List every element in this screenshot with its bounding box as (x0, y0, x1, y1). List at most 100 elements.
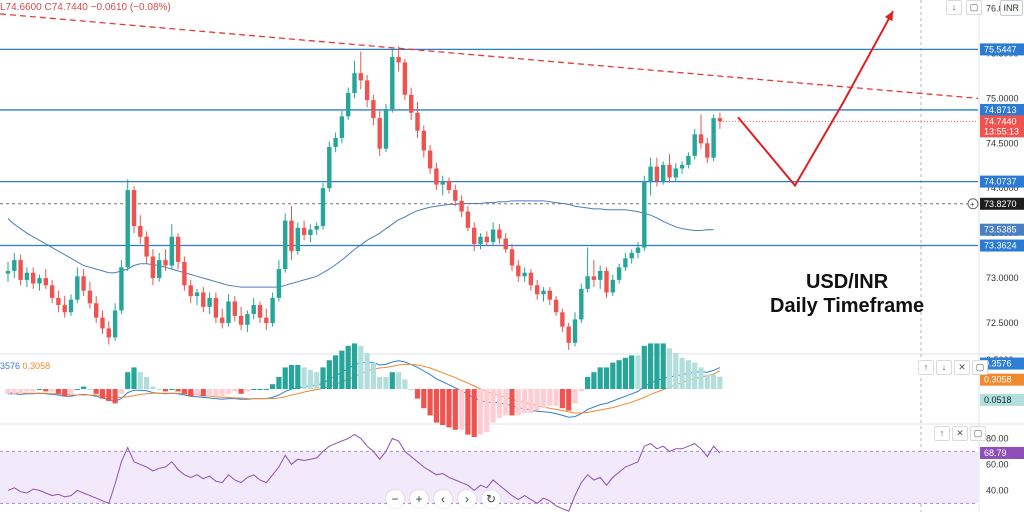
candle-body (257, 305, 263, 318)
macd-histogram-bar (522, 389, 528, 413)
macd-histogram-bar (383, 377, 389, 389)
candle-body (75, 276, 80, 300)
candle-body (390, 57, 395, 110)
candle-body (648, 166, 653, 182)
macd-legend: 3576 0.3058 (0, 361, 50, 371)
candle-body (383, 109, 389, 149)
candle-body (377, 118, 382, 149)
candle-body (112, 310, 118, 338)
pane-icon[interactable]: ▢ (966, 0, 982, 15)
currency-selector[interactable]: INR (999, 0, 1023, 16)
crosshair-add-glyph: + (970, 200, 975, 209)
macd-histogram-bar (358, 345, 364, 389)
candle-body (327, 146, 332, 189)
candle-body (585, 276, 590, 289)
candle-body (194, 292, 200, 297)
candle-body (679, 164, 685, 169)
candle-body (654, 166, 660, 182)
candle-body (478, 236, 483, 244)
macd-histogram-bar (200, 389, 206, 397)
macd-histogram-bar (181, 389, 187, 394)
zoom-out-icon[interactable]: − (386, 490, 404, 508)
macd-histogram-bar (225, 389, 232, 394)
macd-histogram-bar (666, 348, 673, 389)
macd-value-box (980, 393, 1024, 406)
projection-arrow-head (884, 11, 893, 22)
move-down-icon[interactable]: ↓ (936, 360, 952, 375)
ma-label-box (980, 223, 1024, 236)
candle-body (522, 272, 527, 277)
pane-icon[interactable]: ▢ (972, 360, 988, 375)
candle-body (711, 118, 716, 158)
macd-value-box (980, 357, 1024, 370)
pane-icon[interactable]: ▢ (970, 426, 986, 441)
price-tick-label: 72.5000 (986, 318, 1019, 328)
macd-histogram-bar (559, 389, 565, 409)
candle-body (604, 270, 609, 293)
navigation-controls: − + ‹ › ↻ (386, 490, 500, 508)
candle-body (434, 168, 439, 185)
candle-body (188, 285, 193, 297)
candle-body (163, 260, 168, 266)
candle-body (535, 285, 540, 295)
down-arrow-icon[interactable]: ↓ (946, 0, 962, 15)
scroll-right-icon[interactable]: › (458, 490, 476, 508)
candle-body (131, 190, 137, 226)
scroll-left-icon[interactable]: ‹ (434, 490, 452, 508)
move-up-icon[interactable]: ↑ (918, 360, 934, 375)
candle-body (232, 301, 237, 316)
macd-histogram-bar (36, 389, 43, 390)
macd-histogram-bar (257, 389, 263, 390)
candle-body (705, 143, 710, 158)
macd-histogram-bar (534, 389, 540, 411)
macd-histogram-bar (660, 343, 666, 389)
macd-histogram-bar (503, 389, 509, 416)
macd-histogram-bar (87, 389, 93, 390)
projection-arrow-path (737, 10, 894, 188)
macd-histogram-bar (282, 367, 288, 389)
macd-histogram-bar (635, 355, 641, 389)
candle-body (591, 276, 597, 280)
candle-body (283, 220, 288, 270)
macd-histogram-bar (301, 367, 307, 389)
candle-body (421, 130, 426, 151)
signal-line (8, 363, 721, 414)
level-label-box (980, 103, 1024, 116)
bar-countdown: 13:55:13 (984, 126, 1019, 136)
candle-body (572, 319, 578, 343)
ma-label: 73.5385 (984, 225, 1017, 235)
macd-histogram-bar (490, 389, 496, 423)
macd-histogram-bar (427, 389, 433, 416)
price-tick-label: 74.0000 (986, 183, 1019, 193)
move-up-icon[interactable]: ↑ (934, 426, 950, 441)
close-icon[interactable]: ✕ (954, 360, 970, 375)
candle-body (24, 272, 30, 280)
macd-pane-buttons: ↑ ↓ ✕ ▢ (918, 360, 988, 375)
candle-body (276, 269, 282, 298)
macd-histogram-bar (175, 389, 181, 392)
rsi-pane-buttons: ↑ ✕ ▢ (934, 426, 986, 441)
macd-histogram-bar (603, 367, 610, 389)
rsi-value-label: 68.79 (984, 448, 1007, 458)
candle-body (5, 270, 11, 274)
macd-histogram-bar (74, 389, 80, 390)
macd-histogram-bar (314, 372, 320, 389)
macd-histogram-bar (351, 343, 358, 389)
zoom-in-icon[interactable]: + (410, 490, 428, 508)
candle-body (717, 118, 723, 122)
macd-histogram-bar (288, 365, 295, 389)
candle-body (346, 92, 351, 117)
level-label: 73.3624 (984, 241, 1017, 251)
rsi-tick-label: 80.00 (986, 433, 1009, 443)
candle-body (465, 211, 471, 228)
macd-histogram-bar (566, 389, 572, 411)
ohlc-readout: L74.6600 C74.7440 −0.0610 (−0.08%) (0, 2, 171, 13)
candle-body (238, 315, 244, 325)
macd-histogram-bar (106, 389, 112, 401)
candle-body (94, 303, 99, 318)
close-icon[interactable]: ✕ (952, 426, 968, 441)
candle-body (308, 229, 313, 235)
candle-body (358, 73, 363, 81)
reset-icon[interactable]: ↻ (482, 490, 500, 508)
